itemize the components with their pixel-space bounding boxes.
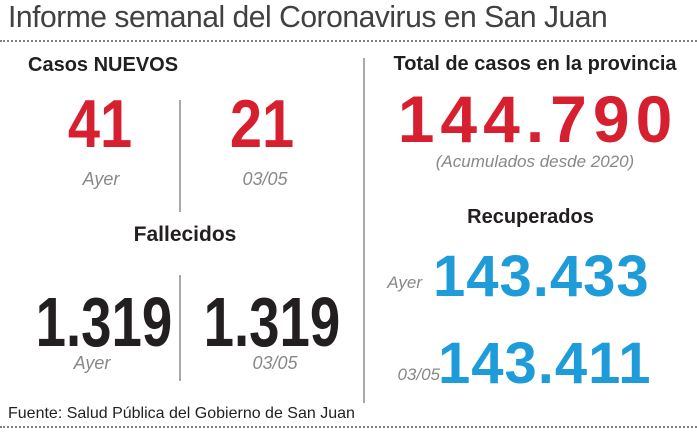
new-cases-0305-label: 03/05 [242, 169, 288, 189]
center-column-divider [363, 58, 365, 403]
deaths-0305-value: 1.319 [203, 283, 341, 361]
recovered-yesterday-label: Ayer [387, 273, 422, 292]
deaths-yesterday-value: 1.319 [35, 283, 173, 361]
deaths-yesterday-label: Ayer [73, 353, 111, 373]
top-dotted-divider [0, 40, 697, 42]
bottom-dotted-divider [0, 426, 697, 428]
total-cases-heading: Total de casos en la provincia [393, 53, 677, 75]
recovered-yesterday-value: 143.433 [433, 244, 650, 309]
recovered-0305-value: 143.411 [438, 331, 652, 396]
page-title: Informe semanal del Coronavirus en San J… [8, 0, 608, 34]
deaths-0305-label: 03/05 [252, 353, 298, 373]
total-cases-value: 144.790 [397, 82, 679, 156]
new-cases-yesterday-label: Ayer [82, 169, 120, 189]
new-cases-heading: Casos NUEVOS [28, 54, 179, 76]
new-cases-divider [179, 100, 181, 212]
total-cases-note: (Acumulados desde 2020) [435, 152, 635, 171]
deaths-divider [179, 275, 181, 381]
source-credit: Fuente: Salud Pública del Gobierno de Sa… [8, 405, 355, 422]
recovered-0305-label: 03/05 [397, 365, 440, 384]
deaths-heading: Fallecidos [133, 223, 237, 246]
new-cases-0305-value: 21 [229, 86, 295, 162]
recovered-heading: Recuperados [467, 206, 594, 228]
new-cases-yesterday-value: 41 [67, 86, 133, 162]
